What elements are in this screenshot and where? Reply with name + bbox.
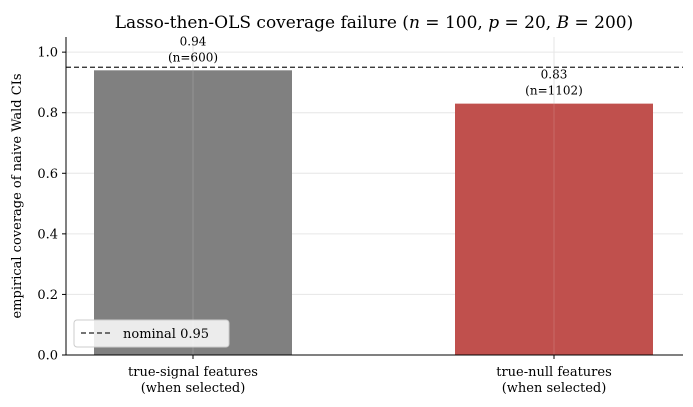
bar [455,103,653,355]
bar-count-label: (n=1102) [525,84,583,98]
axes [65,37,683,356]
bar-value-label: 0.94 [180,34,207,48]
legend-label: nominal 0.95 [123,327,209,342]
bar-value-label: 0.83 [541,68,568,82]
y-tick-label: 0.6 [37,167,58,182]
x-tick-label-sub: (when selected) [141,381,246,396]
y-axis-label: empirical coverage of naive Wald CIs [10,73,25,318]
y-tick-label: 0.8 [37,106,58,121]
y-tick-label: 1.0 [37,46,58,61]
chart-title: Lasso-then-OLS coverage failure (n = 100… [115,13,633,33]
y-tick-label: 0.2 [37,288,58,303]
legend: nominal 0.95 [73,319,230,348]
y-tick-label: 0.0 [37,349,58,364]
x-tick-label: true-signal features [128,365,258,380]
x-tick-label: true-null features [496,365,612,380]
y-tick-label: 0.4 [37,227,58,242]
bar [94,70,292,356]
bar-count-label: (n=600) [168,50,218,64]
bars [94,70,653,356]
data-labels: 0.94 (n=600) 0.83 (n=1102) [168,34,583,97]
legend-box [73,319,230,348]
x-tick-label-sub: (when selected) [502,381,607,396]
